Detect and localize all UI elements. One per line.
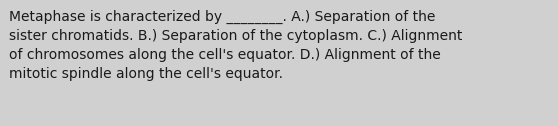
Text: Metaphase is characterized by ________. A.) Separation of the
sister chromatids.: Metaphase is characterized by ________. …: [9, 10, 462, 81]
